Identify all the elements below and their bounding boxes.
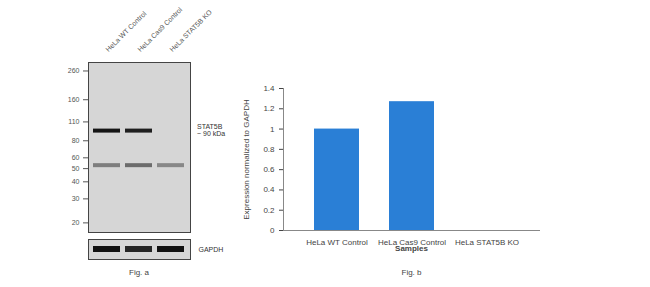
svg-text:160: 160 (68, 96, 80, 103)
svg-text:HeLa WT Control: HeLa WT Control (306, 238, 368, 247)
svg-text:110: 110 (68, 118, 79, 125)
svg-text:260: 260 (68, 67, 80, 74)
svg-text:60: 60 (72, 154, 80, 161)
svg-text:1: 1 (270, 125, 275, 134)
svg-text:20: 20 (72, 219, 80, 226)
svg-text:1.4: 1.4 (263, 84, 275, 93)
svg-text:HeLa STAT5B KO: HeLa STAT5B KO (455, 238, 519, 247)
svg-text:50: 50 (72, 165, 80, 172)
svg-text:0.2: 0.2 (263, 206, 275, 215)
svg-text:1.2: 1.2 (263, 104, 275, 113)
svg-text:0.6: 0.6 (263, 165, 275, 174)
svg-text:Expression normalized to GAPDH: Expression normalized to GAPDH (242, 99, 251, 220)
svg-text:GAPDH: GAPDH (199, 246, 224, 253)
svg-text:0: 0 (270, 226, 275, 235)
svg-text:0.8: 0.8 (263, 145, 275, 154)
svg-text:40: 40 (72, 178, 80, 185)
svg-text:0.4: 0.4 (263, 185, 275, 194)
svg-text:30: 30 (72, 195, 80, 202)
svg-text:80: 80 (72, 137, 80, 144)
svg-text:STAT5B~ 90 kDa: STAT5B~ 90 kDa (197, 123, 225, 137)
svg-text:HeLa STAT5B KO: HeLa STAT5B KO (168, 8, 213, 53)
